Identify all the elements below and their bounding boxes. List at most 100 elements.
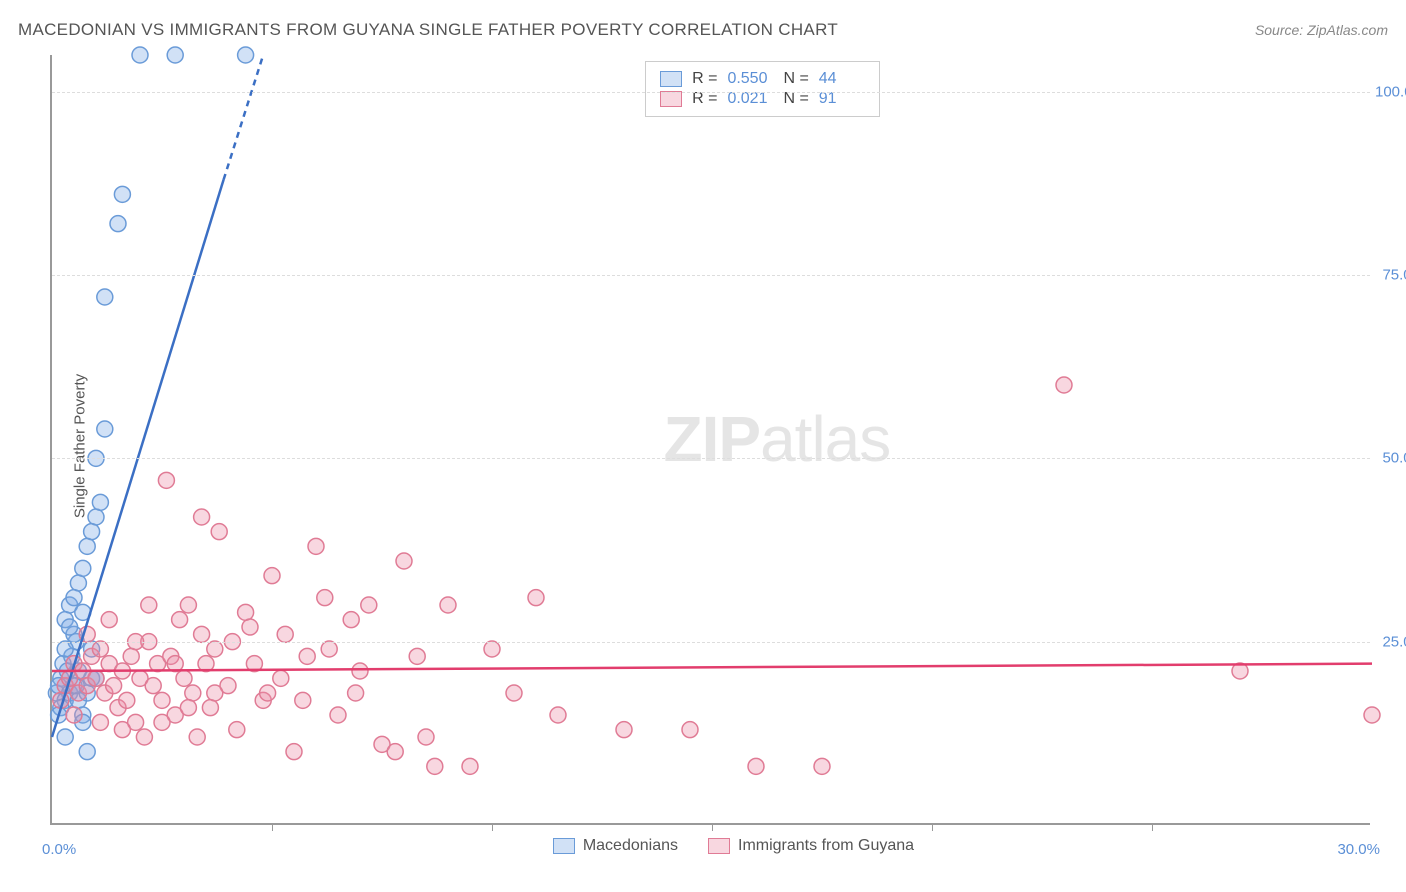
scatter-point [145, 678, 161, 694]
scatter-point [462, 758, 478, 774]
scatter-point [57, 729, 73, 745]
scatter-point [180, 700, 196, 716]
scatter-point [194, 509, 210, 525]
scatter-point [682, 722, 698, 738]
x-tick [932, 823, 933, 831]
legend-r-value: 0.021 [727, 90, 773, 108]
scatter-point [748, 758, 764, 774]
scatter-point [348, 685, 364, 701]
legend-item: Immigrants from Guyana [708, 837, 914, 855]
scatter-point [79, 538, 95, 554]
x-tick [1152, 823, 1153, 831]
y-tick-label: 50.0% [1375, 450, 1406, 467]
plot-area: ZIPatlas R =0.550N =44R =0.021N =91 Mace… [50, 55, 1370, 825]
legend-n-label: N = [783, 70, 808, 88]
scatter-point [185, 685, 201, 701]
legend-item: Macedonians [553, 837, 678, 855]
scatter-point [264, 568, 280, 584]
scatter-point [180, 597, 196, 613]
scatter-point [814, 758, 830, 774]
chart-svg [52, 55, 1370, 823]
legend-row: R = 0.550 N = 44 [660, 70, 865, 88]
legend-swatch [660, 91, 682, 107]
scatter-point [114, 722, 130, 738]
scatter-point [88, 670, 104, 686]
x-tick [712, 823, 713, 831]
y-tick-label: 25.0% [1375, 633, 1406, 650]
title-bar: MACEDONIAN VS IMMIGRANTS FROM GUYANA SIN… [18, 20, 1388, 40]
scatter-point [92, 494, 108, 510]
scatter-point [343, 612, 359, 628]
legend-swatch [553, 838, 575, 854]
scatter-point [317, 590, 333, 606]
gridline [52, 92, 1370, 93]
scatter-point [189, 729, 205, 745]
scatter-point [101, 612, 117, 628]
scatter-point [396, 553, 412, 569]
scatter-point [75, 560, 91, 576]
scatter-point [123, 648, 139, 664]
scatter-point [79, 744, 95, 760]
scatter-point [172, 612, 188, 628]
scatter-point [277, 626, 293, 642]
scatter-point [70, 575, 86, 591]
scatter-point [418, 729, 434, 745]
scatter-point [106, 678, 122, 694]
scatter-point [97, 421, 113, 437]
scatter-point [97, 289, 113, 305]
legend-r-label: R = [692, 90, 717, 108]
scatter-point [260, 685, 276, 701]
scatter-point [62, 619, 78, 635]
scatter-point [136, 729, 152, 745]
scatter-point [295, 692, 311, 708]
scatter-point [321, 641, 337, 657]
scatter-point [207, 685, 223, 701]
legend-n-value: 44 [819, 70, 865, 88]
scatter-point [238, 47, 254, 63]
scatter-point [352, 663, 368, 679]
legend-swatch [708, 838, 730, 854]
x-tick [492, 823, 493, 831]
legend-r-value: 0.550 [727, 70, 773, 88]
scatter-point [92, 641, 108, 657]
legend-r-label: R = [692, 70, 717, 88]
scatter-point [207, 641, 223, 657]
scatter-point [330, 707, 346, 723]
scatter-point [211, 524, 227, 540]
scatter-point [286, 744, 302, 760]
scatter-point [176, 670, 192, 686]
scatter-point [528, 590, 544, 606]
legend-label: Immigrants from Guyana [738, 837, 914, 855]
legend-n-value: 91 [819, 90, 865, 108]
scatter-point [484, 641, 500, 657]
scatter-point [409, 648, 425, 664]
scatter-point [229, 722, 245, 738]
scatter-point [158, 472, 174, 488]
scatter-point [119, 692, 135, 708]
gridline [52, 642, 1370, 643]
legend-series: Macedonians Immigrants from Guyana [553, 837, 914, 855]
scatter-point [110, 216, 126, 232]
scatter-point [238, 604, 254, 620]
scatter-point [88, 509, 104, 525]
scatter-point [616, 722, 632, 738]
legend-n-label: N = [783, 90, 808, 108]
gridline [52, 275, 1370, 276]
source-label: Source: ZipAtlas.com [1255, 22, 1388, 38]
x-axis-min-label: 0.0% [42, 841, 76, 858]
x-axis-max-label: 30.0% [1337, 841, 1380, 858]
scatter-point [167, 47, 183, 63]
scatter-point [57, 641, 73, 657]
scatter-point [132, 47, 148, 63]
scatter-point [427, 758, 443, 774]
scatter-point [202, 700, 218, 716]
scatter-point [154, 714, 170, 730]
scatter-point [66, 707, 82, 723]
scatter-point [92, 714, 108, 730]
y-tick-label: 75.0% [1375, 267, 1406, 284]
scatter-point [550, 707, 566, 723]
scatter-point [242, 619, 258, 635]
scatter-point [66, 590, 82, 606]
scatter-point [141, 597, 157, 613]
legend-label: Macedonians [583, 837, 678, 855]
